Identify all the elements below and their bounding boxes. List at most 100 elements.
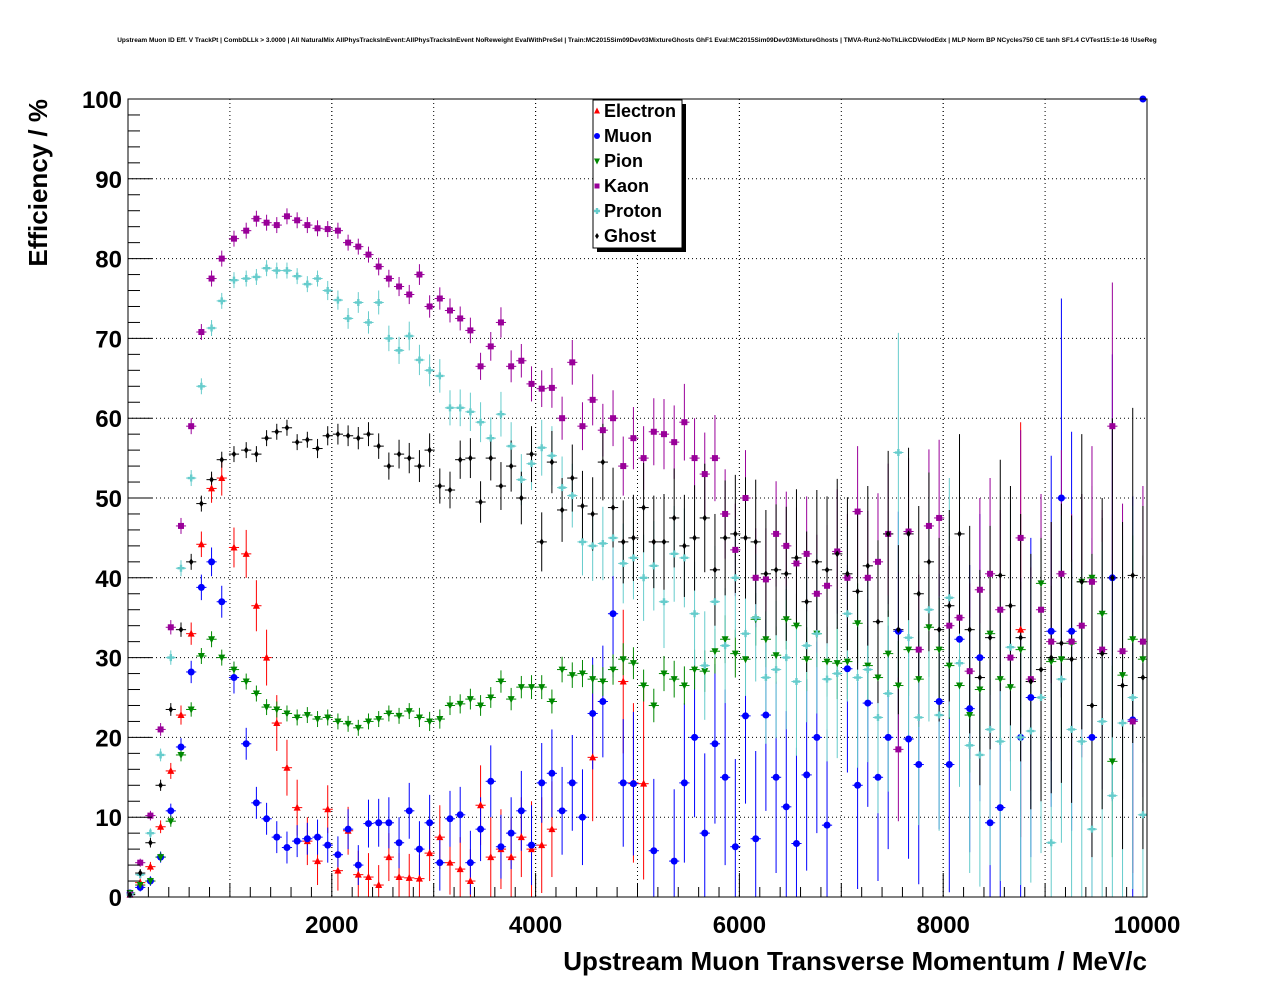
proton-point bbox=[558, 484, 566, 492]
ghost-point bbox=[641, 504, 646, 512]
proton-point bbox=[252, 273, 260, 281]
kaon-point bbox=[334, 227, 341, 234]
muon-point bbox=[589, 709, 597, 717]
x-tick-label: 8000 bbox=[917, 912, 970, 939]
ghost-point bbox=[885, 530, 891, 538]
axis-ticks bbox=[127, 98, 1148, 898]
ghost-point bbox=[284, 424, 290, 432]
ghost-point bbox=[824, 566, 830, 574]
ghost-point bbox=[427, 446, 432, 454]
muon-point bbox=[1068, 627, 1076, 635]
kaon-point bbox=[701, 471, 708, 478]
muon-point bbox=[364, 820, 372, 828]
kaon-point bbox=[355, 243, 362, 250]
proton-point bbox=[1068, 725, 1076, 733]
chart-title: Upstream Muon ID Eff. V TrackPt | CombDL… bbox=[117, 37, 1157, 44]
kaon-point bbox=[997, 606, 1004, 613]
ghost-point bbox=[437, 482, 443, 490]
muon-point bbox=[344, 825, 352, 833]
kaon-point bbox=[874, 558, 881, 565]
electron-point bbox=[354, 870, 362, 878]
pion-point bbox=[415, 714, 423, 722]
kaon-point bbox=[177, 522, 184, 529]
pion-point bbox=[925, 624, 933, 632]
kaon-point bbox=[324, 226, 331, 233]
kaon-point bbox=[253, 215, 260, 222]
kaon-point bbox=[660, 431, 667, 438]
muon-point bbox=[197, 583, 205, 591]
muon-point bbox=[629, 780, 637, 788]
ghost-point bbox=[508, 462, 514, 470]
electron-point bbox=[167, 766, 175, 774]
electron-point bbox=[218, 474, 226, 482]
kaon-point bbox=[966, 668, 973, 675]
electron-point bbox=[619, 677, 627, 685]
kaon-point bbox=[610, 415, 617, 422]
ghost-point bbox=[1028, 678, 1034, 686]
x-tick-label: 2000 bbox=[305, 912, 358, 939]
kaon-point bbox=[1119, 648, 1126, 655]
pion-point bbox=[711, 648, 719, 656]
electron-point bbox=[446, 858, 454, 866]
kaon-point bbox=[732, 546, 739, 553]
proton-point bbox=[670, 550, 678, 558]
muon-point bbox=[803, 771, 811, 779]
ghost-point bbox=[559, 506, 565, 514]
pion-point bbox=[976, 686, 984, 694]
pion-point bbox=[589, 676, 597, 684]
proton-point bbox=[354, 298, 362, 306]
proton-point bbox=[578, 538, 586, 546]
muon-point bbox=[187, 668, 195, 676]
ghost-point bbox=[865, 562, 871, 570]
ghost-point bbox=[335, 430, 341, 438]
muon-point bbox=[283, 844, 291, 852]
electron-point bbox=[334, 866, 342, 874]
ghost-point bbox=[600, 458, 606, 466]
kaon-point bbox=[1139, 638, 1146, 645]
electron-point bbox=[640, 779, 648, 787]
muon-point bbox=[477, 825, 485, 833]
pion-point bbox=[619, 656, 627, 664]
proton-point bbox=[528, 460, 536, 468]
ghost-point bbox=[478, 498, 483, 506]
muon-point bbox=[324, 841, 332, 849]
pion-point bbox=[167, 818, 175, 826]
proton-point bbox=[864, 666, 872, 674]
pion-point bbox=[731, 650, 739, 658]
proton-point bbox=[283, 267, 291, 275]
ghost-point bbox=[753, 538, 758, 546]
pion-point bbox=[273, 706, 281, 714]
pion-point bbox=[146, 878, 154, 886]
muon-point bbox=[334, 851, 342, 859]
kaon-point bbox=[579, 423, 586, 430]
electron-point bbox=[157, 822, 165, 830]
ghost-point bbox=[1110, 574, 1115, 582]
kaon-point bbox=[294, 217, 301, 224]
pion-point bbox=[1037, 580, 1045, 588]
electron-point bbox=[487, 853, 495, 861]
muon-point bbox=[823, 821, 831, 829]
ghost-point bbox=[1018, 634, 1023, 642]
ghost-point bbox=[967, 626, 972, 634]
y-tick-label: 10 bbox=[95, 805, 122, 832]
pion-point bbox=[252, 690, 260, 698]
muon-point bbox=[405, 807, 413, 815]
proton-point bbox=[589, 542, 597, 550]
legend-marker-kaon bbox=[594, 183, 600, 189]
kaon-point bbox=[406, 291, 413, 298]
muon-point bbox=[915, 761, 923, 769]
ghost-point bbox=[570, 474, 575, 482]
kaon-point bbox=[762, 576, 769, 583]
kaon-point bbox=[1109, 423, 1116, 430]
kaon-point bbox=[365, 251, 372, 258]
ghost-point bbox=[977, 674, 983, 682]
electron-point bbox=[252, 601, 260, 609]
muon-point bbox=[691, 733, 699, 741]
ghost-point bbox=[1038, 666, 1044, 674]
kaon-point bbox=[157, 726, 164, 733]
proton-point bbox=[792, 678, 800, 686]
kaon-point bbox=[345, 239, 352, 246]
proton-point bbox=[609, 534, 617, 542]
pion-point bbox=[803, 656, 811, 664]
